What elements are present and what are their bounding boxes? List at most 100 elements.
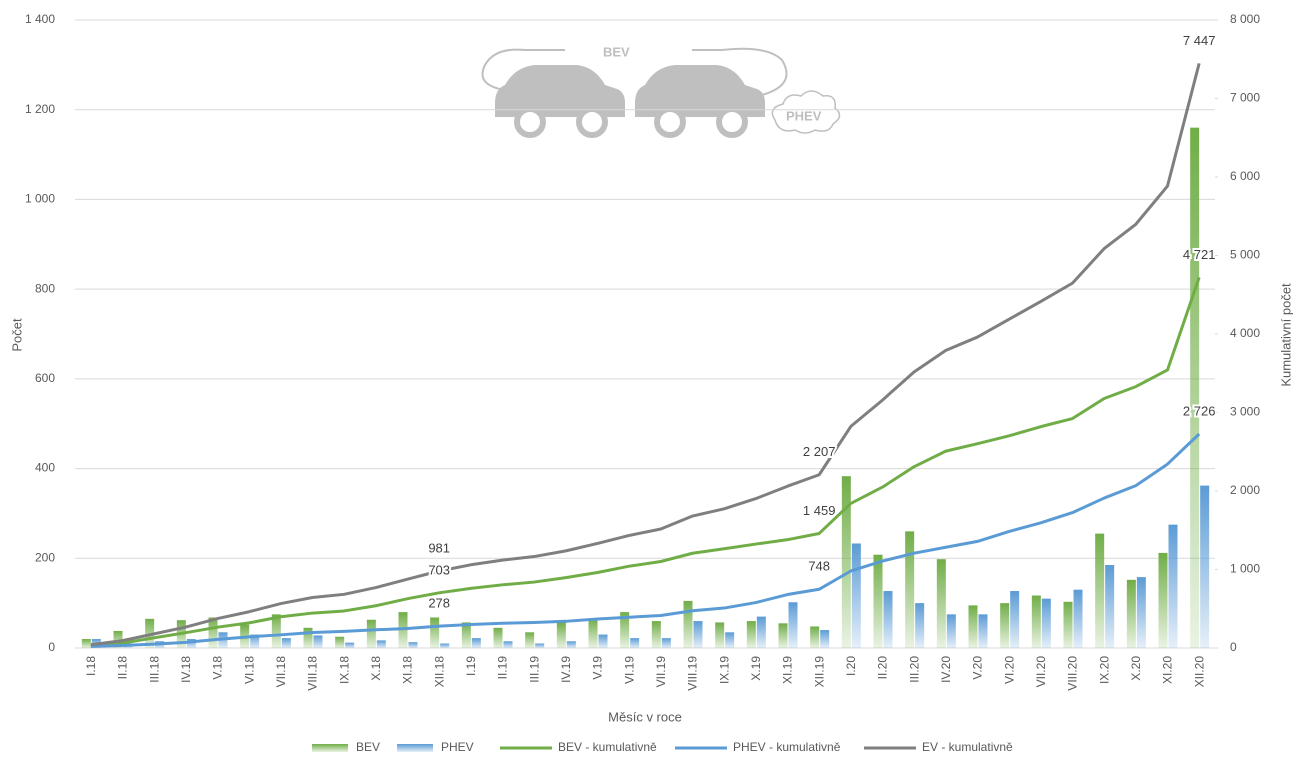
bar	[525, 632, 535, 648]
data-label: 1 459	[803, 503, 836, 518]
bar	[440, 643, 450, 648]
legend-swatch	[312, 744, 348, 752]
data-label: 4 721	[1183, 247, 1216, 262]
wheel	[576, 106, 608, 138]
bar	[746, 621, 756, 648]
bar	[335, 636, 345, 648]
data-label: 7 447	[1183, 33, 1216, 48]
bar	[915, 603, 925, 648]
x-tick-label: X.19	[749, 656, 763, 681]
bar	[408, 642, 418, 648]
x-tick-label: I.20	[844, 656, 858, 676]
x-tick-label: VII.19	[654, 656, 668, 688]
bar	[345, 642, 355, 648]
bar	[883, 591, 893, 648]
bar	[1010, 591, 1020, 648]
y-tick-label: 200	[35, 550, 55, 564]
car-bev	[495, 65, 625, 117]
bar	[873, 554, 883, 648]
bar	[1031, 595, 1041, 648]
x-tick-label: I.19	[464, 656, 478, 676]
x-tick-label: VII.18	[274, 656, 288, 688]
bar	[1041, 598, 1051, 648]
bar	[566, 641, 576, 648]
y2-tick-label: 1 000	[1230, 562, 1260, 576]
bar	[250, 634, 260, 648]
y-tick-label: 0	[48, 640, 55, 654]
bar	[471, 638, 481, 648]
bar	[1168, 524, 1178, 648]
y2-tick-label: 8 000	[1230, 12, 1260, 26]
y2-axis-title: Kumulativní počet	[1278, 283, 1293, 387]
x-tick-label: VIII.18	[306, 656, 320, 691]
line	[90, 63, 1201, 647]
y-tick-label: 400	[35, 461, 55, 475]
legend-label: PHEV	[441, 740, 474, 754]
bar	[978, 614, 988, 648]
x-tick-label: V.18	[211, 656, 225, 680]
bar	[936, 559, 946, 648]
y-tick-label: 1 200	[25, 102, 55, 116]
data-label: 703	[428, 562, 450, 577]
x-tick-label: XI.20	[1161, 656, 1175, 684]
data-label: 278	[428, 596, 450, 611]
x-tick-label: VIII.20	[1066, 656, 1080, 691]
bar	[1158, 552, 1168, 648]
annotation: BEV	[603, 44, 630, 59]
x-tick-label: XII.18	[432, 656, 446, 688]
x-tick-label: III.20	[907, 656, 921, 683]
bar	[1095, 533, 1105, 648]
y-tick-label: 1 400	[25, 12, 55, 26]
wheel	[716, 106, 748, 138]
x-tick-label: IX.19	[717, 656, 731, 684]
bar	[1126, 579, 1136, 648]
wheel	[654, 106, 686, 138]
bar	[1073, 589, 1083, 648]
x-tick-label: V.20	[971, 656, 985, 680]
legend-label: EV - kumulativně	[922, 740, 1013, 754]
bar	[683, 600, 693, 648]
bar	[81, 639, 91, 648]
x-tick-label: XI.19	[781, 656, 795, 684]
bar	[430, 617, 440, 648]
bar	[715, 622, 725, 648]
x-tick-label: X.18	[369, 656, 383, 681]
bar	[303, 627, 313, 648]
annotation: PHEV	[786, 108, 822, 123]
car-phev	[635, 65, 765, 117]
bar	[905, 531, 915, 648]
x-tick-label: XII.20	[1192, 656, 1206, 688]
bar	[1190, 127, 1200, 648]
x-tick-label: IV.19	[559, 656, 573, 683]
illustration: BEV PHEV	[481, 44, 841, 138]
x-tick-label: II.19	[496, 656, 510, 680]
cable	[692, 47, 788, 96]
bar	[535, 643, 545, 648]
bar	[271, 614, 281, 648]
x-tick-label: XII.19	[812, 656, 826, 688]
cable	[481, 48, 565, 91]
data-label: 748	[808, 559, 830, 574]
y2-tick-label: 4 000	[1230, 326, 1260, 340]
x-axis-title: Měsíc v roce	[608, 709, 682, 724]
y2-tick-label: 0	[1230, 640, 1237, 654]
bar	[366, 619, 376, 648]
y2-tick-label: 5 000	[1230, 248, 1260, 262]
x-tick-label: VI.18	[242, 656, 256, 684]
bar	[376, 640, 386, 648]
bar	[788, 602, 798, 648]
x-tick-label: III.19	[527, 656, 541, 683]
bar	[630, 638, 640, 648]
x-tick-label: VI.19	[622, 656, 636, 684]
cloud	[771, 90, 841, 134]
bar	[851, 543, 861, 648]
bar	[820, 630, 830, 648]
bar	[693, 621, 703, 648]
bar	[313, 635, 323, 648]
bar	[725, 632, 735, 648]
y-tick-label: 800	[35, 281, 55, 295]
bar	[841, 476, 851, 648]
y2-tick-label: 6 000	[1230, 169, 1260, 183]
bar	[778, 623, 788, 648]
